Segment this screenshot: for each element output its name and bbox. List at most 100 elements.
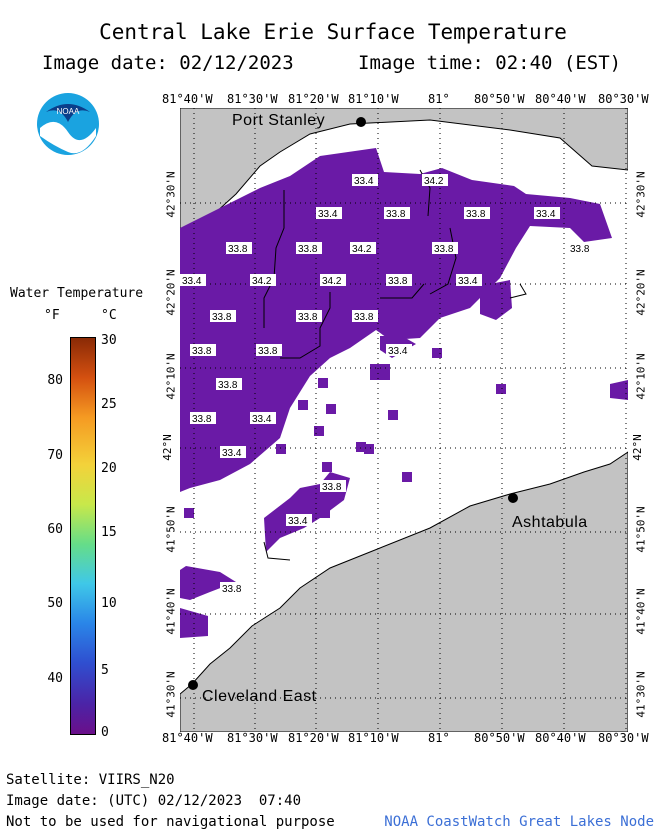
temperature-label: 33.8: [190, 412, 216, 425]
lon-label: 81°40'W: [162, 731, 213, 745]
c-tick: 15: [101, 525, 117, 540]
f-tick: 40: [47, 671, 63, 686]
svg-text:33.8: 33.8: [222, 584, 242, 595]
temperature-label: 33.4: [386, 344, 412, 357]
temperature-label: 33.4: [534, 207, 560, 220]
svg-text:33.8: 33.8: [192, 414, 212, 425]
svg-text:33.8: 33.8: [218, 380, 238, 391]
svg-text:34.2: 34.2: [424, 176, 444, 187]
c-tick: 0: [101, 725, 109, 740]
svg-text:33.4: 33.4: [536, 209, 556, 220]
map-panel: 33.4 34.2 33.4 33.8 33.8 33.4 33.8 33.8 34.2 33.8…: [179, 107, 629, 733]
lat-label: 42°10'N: [164, 353, 178, 400]
temperature-label: 33.8: [352, 310, 378, 323]
temperature-pixel: [184, 508, 194, 518]
temperature-label: 34.2: [350, 242, 376, 255]
lat-label: 41°30'N: [634, 671, 648, 718]
temperature-label: 33.4: [352, 174, 378, 187]
utc-date-info: Image date: (UTC) 02/12/2023 07:40: [6, 793, 302, 809]
temperature-patch: [370, 364, 390, 380]
temperature-label: 33.8: [386, 274, 412, 287]
graticule: [180, 108, 628, 732]
lon-label: 80°40'W: [535, 731, 586, 745]
lon-label: 81°30'W: [227, 92, 278, 106]
svg-text:33.8: 33.8: [466, 209, 486, 220]
temperature-patch: [180, 566, 236, 600]
svg-text:33.8: 33.8: [298, 312, 318, 323]
temperature-label: 34.2: [320, 274, 346, 287]
temperature-label: 33.8: [296, 242, 322, 255]
temperature-label: 33.8: [432, 242, 458, 255]
temperature-label: 33.8: [216, 378, 242, 391]
port-stanley-label: Port Stanley: [232, 112, 325, 129]
temperature-pixel: [318, 378, 328, 388]
temperature-patch: [610, 380, 628, 400]
svg-text:33.8: 33.8: [258, 346, 278, 357]
legend-unit-c: °C: [101, 308, 117, 323]
cleveland-east-marker: [188, 680, 198, 690]
c-tick: 30: [101, 333, 117, 348]
temperature-pixel: [314, 426, 324, 436]
credit-link[interactable]: NOAA CoastWatch Great Lakes Node: [384, 814, 654, 830]
temperature-pixel: [432, 348, 442, 358]
svg-text:33.8: 33.8: [192, 346, 212, 357]
lon-label: 80°50'W: [474, 731, 525, 745]
svg-text:33.4: 33.4: [222, 448, 242, 459]
map-svg: 33.4 34.2 33.4 33.8 33.8 33.4 33.8 33.8 34.2 33.8…: [179, 107, 629, 733]
lon-label: 81°: [428, 92, 450, 106]
cleveland-east-label: Cleveland East: [202, 688, 317, 705]
lon-label: 80°30'W: [598, 92, 649, 106]
svg-text:33.8: 33.8: [212, 312, 232, 323]
temperature-label: 34.2: [250, 274, 276, 287]
lon-labels-top: 81°40'W 81°30'W 81°20'W 81°10'W 81° 80°5…: [0, 92, 666, 108]
temperature-pixel: [402, 472, 412, 482]
svg-text:NOAA: NOAA: [57, 107, 80, 116]
lon-label: 80°40'W: [535, 92, 586, 106]
temperature-label: 33.8: [464, 207, 490, 220]
svg-text:33.4: 33.4: [388, 346, 408, 357]
lat-label: 41°50'N: [164, 506, 178, 553]
c-tick: 10: [101, 596, 117, 611]
lat-label: 41°40'N: [634, 588, 648, 635]
ashtabula-marker: [508, 493, 518, 503]
temperature-label: 33.8: [226, 242, 252, 255]
f-tick: 80: [47, 373, 63, 388]
colorbar-f-ticks: 80 70 60 50 40: [8, 337, 63, 737]
lat-label: 42°30'N: [164, 171, 178, 218]
ashtabula-label: Ashtabula: [512, 514, 588, 531]
image-date: Image date: 02/12/2023: [42, 52, 294, 74]
svg-text:34.2: 34.2: [252, 276, 272, 287]
temperature-pixel: [356, 442, 366, 452]
image-time: Image time: 02:40 (EST): [358, 52, 622, 74]
temperature-label: 33.4: [220, 446, 246, 459]
navigation-warning: Not to be used for navigational purpose: [6, 814, 335, 830]
svg-text:33.4: 33.4: [458, 276, 478, 287]
land-south: [179, 451, 629, 733]
lat-label: 42°10'N: [634, 353, 648, 400]
svg-text:33.4: 33.4: [288, 516, 308, 527]
colorbar-c-ticks: 30 25 20 15 10 5 0: [101, 333, 141, 740]
temperature-pixel: [496, 384, 506, 394]
svg-text:33.8: 33.8: [434, 244, 454, 255]
svg-text:34.2: 34.2: [322, 276, 342, 287]
lat-label: 42°30'N: [634, 171, 648, 218]
temperature-label: 33.8: [296, 310, 322, 323]
map-title: Central Lake Erie Surface Temperature: [99, 20, 567, 44]
lon-label: 81°40'W: [162, 92, 213, 106]
svg-text:33.8: 33.8: [570, 244, 590, 255]
svg-text:33.8: 33.8: [386, 209, 406, 220]
temperature-pixel: [276, 444, 286, 454]
svg-text:33.8: 33.8: [298, 244, 318, 255]
lon-label: 81°20'W: [288, 92, 339, 106]
temperature-pixel: [388, 410, 398, 420]
lon-label: 81°30'W: [227, 731, 278, 745]
f-tick: 70: [47, 448, 63, 463]
temperature-pixel: [322, 462, 332, 472]
temperature-colorbar: [70, 337, 96, 735]
temperature-patch: [180, 148, 612, 492]
temperature-pixel: [298, 400, 308, 410]
temperature-patch: [200, 436, 220, 456]
f-tick: 50: [47, 596, 63, 611]
port-stanley-marker: [356, 117, 366, 127]
temperature-label: 33.4: [180, 274, 206, 287]
